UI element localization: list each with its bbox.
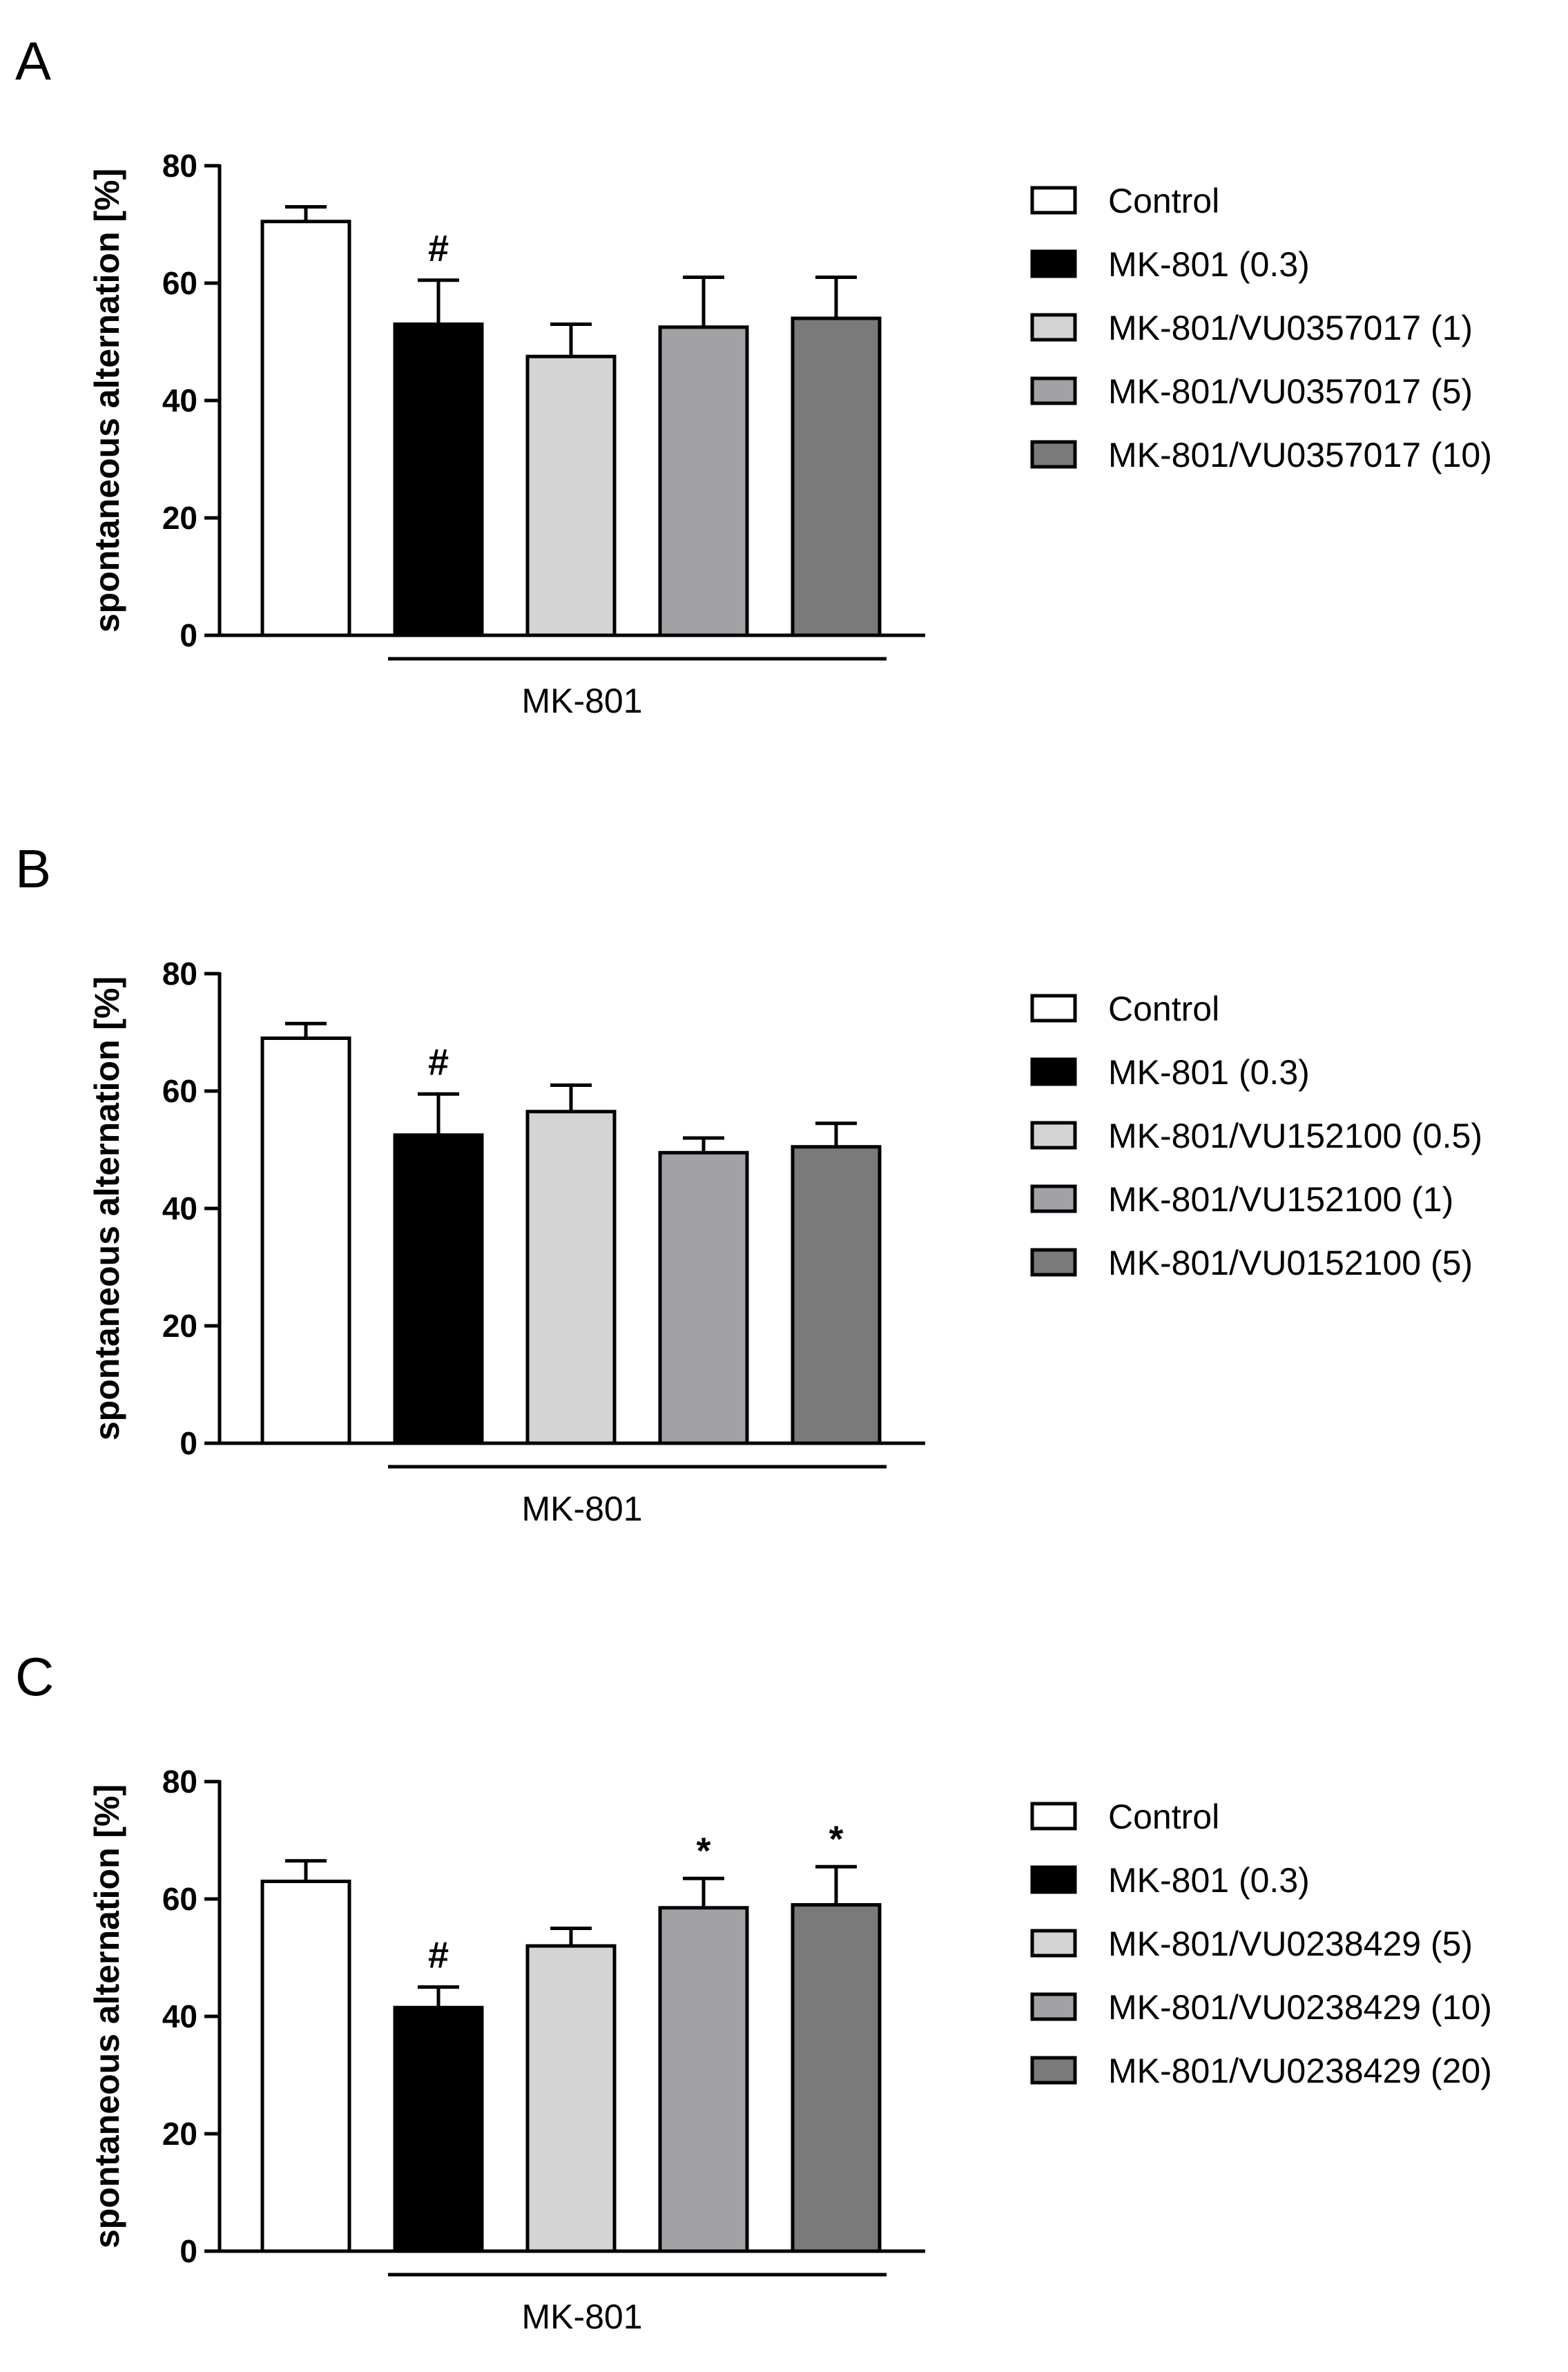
legend-label-4: MK-801/VU152100 (1) [1108,1180,1453,1219]
bar-1 [260,220,351,637]
legend-label-1: Control [1108,182,1219,220]
y-tick-label: 80 [162,956,197,992]
legend-swatch-5 [1030,440,1077,469]
legend-label-2: MK-801 (0.3) [1108,245,1310,284]
significance-hash: # [428,228,449,269]
y-tick-label: 20 [162,2116,197,2152]
bar-3 [525,1110,617,1445]
legend-swatch-3 [1030,1929,1077,1958]
y-tick-label: 80 [162,148,197,184]
legend-swatch-1 [1030,994,1077,1023]
y-tick-label: 60 [162,265,197,301]
legend-swatch-3 [1030,1121,1077,1150]
significance-star: * [696,1830,710,1871]
bar-3 [525,1944,617,2253]
legend-label-2: MK-801 (0.3) [1108,1861,1310,1900]
legend-label-2: MK-801 (0.3) [1108,1053,1310,1092]
legend-label-5: MK-801/VU0357017 (10) [1108,436,1492,474]
legend-swatch-2 [1030,1865,1077,1894]
y-axis-title: spontaneous alternation [%] [88,976,126,1440]
legend-swatch-4 [1030,1184,1077,1213]
bar-5 [791,1903,882,2253]
significance-star: * [829,1818,843,1860]
y-axis-title: spontaneous alternation [%] [88,168,126,633]
y-tick-label: 20 [162,500,197,536]
y-tick-label: 40 [162,1998,197,2034]
legend-label-3: MK-801/VU0238429 (5) [1108,1925,1473,1963]
legend-swatch-1 [1030,1802,1077,1831]
bar-1 [260,1036,351,1445]
panel-letter: B [15,838,51,899]
group-label: MK-801 [521,1489,642,1528]
legend-swatch-2 [1030,1057,1077,1086]
y-tick-label: 60 [162,1073,197,1109]
y-tick-label: 40 [162,1190,197,1226]
bar-5 [791,316,882,637]
legend-swatch-1 [1030,186,1077,215]
y-tick-label: 80 [162,1764,197,1800]
bar-4 [658,1150,749,1445]
panel-letter: C [15,1646,54,1707]
panel-letter: A [15,30,51,91]
y-tick-label: 20 [162,1308,197,1344]
bar-1 [260,1880,351,2253]
legend-label-3: MK-801/VU0357017 (1) [1108,309,1473,347]
group-label: MK-801 [521,682,642,720]
group-label: MK-801 [521,2297,642,2336]
bar-4 [658,325,749,637]
legend-label-3: MK-801/VU152100 (0.5) [1108,1117,1482,1155]
significance-hash: # [428,1935,449,1976]
y-tick-label: 60 [162,1881,197,1917]
legend-label-1: Control [1108,1797,1219,1836]
legend-swatch-2 [1030,249,1077,278]
y-tick-label: 0 [180,1425,197,1461]
legend-swatch-5 [1030,2056,1077,2085]
legend-label-4: MK-801/VU0238429 (10) [1108,1988,1492,2027]
bar-3 [525,354,617,637]
bar-2 [393,2005,484,2253]
legend-swatch-4 [1030,1992,1077,2021]
y-axis-title: spontaneous alternation [%] [88,1784,126,2248]
legend-label-5: MK-801/VU0238429 (20) [1108,2052,1492,2090]
legend-swatch-3 [1030,313,1077,342]
legend-label-5: MK-801/VU0152100 (5) [1108,1244,1473,1282]
legend-label-4: MK-801/VU0357017 (5) [1108,372,1473,411]
bar-4 [658,1906,749,2253]
bar-2 [393,322,484,637]
legend-swatch-4 [1030,376,1077,405]
legend-swatch-5 [1030,1248,1077,1277]
legend-label-1: Control [1108,990,1219,1028]
y-tick-label: 40 [162,383,197,418]
significance-hash: # [428,1041,449,1083]
y-tick-label: 0 [180,617,197,653]
y-tick-label: 0 [180,2233,197,2269]
bar-5 [791,1145,882,1445]
bar-2 [393,1133,484,1445]
